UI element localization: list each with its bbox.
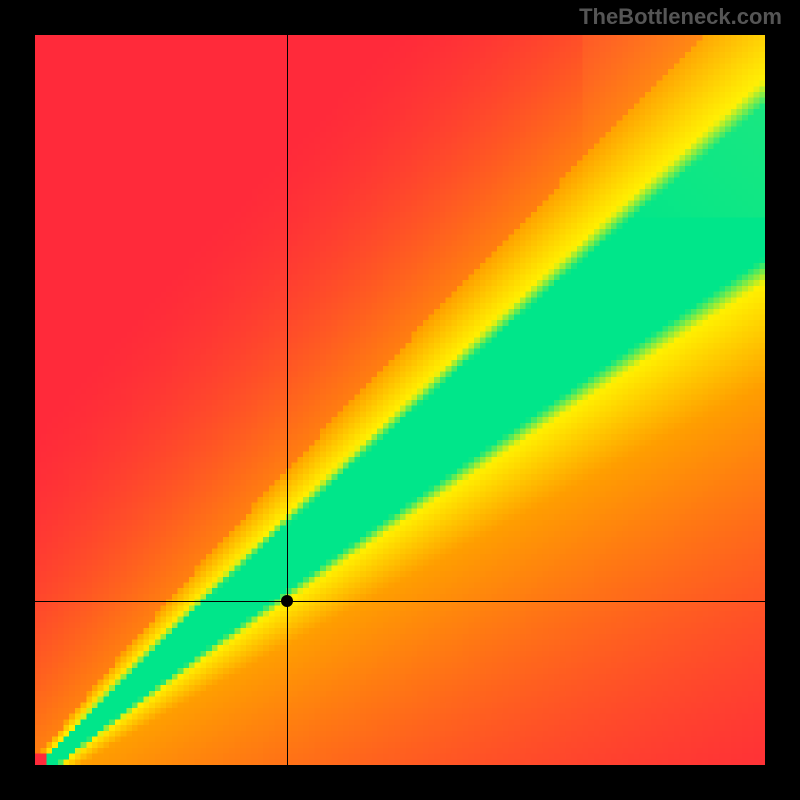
crosshair-marker <box>281 595 293 607</box>
crosshair-vertical <box>287 35 288 765</box>
heatmap-plot <box>35 35 765 765</box>
crosshair-horizontal <box>35 601 765 602</box>
watermark-text: TheBottleneck.com <box>579 4 782 30</box>
heatmap-canvas <box>35 35 765 765</box>
chart-container: TheBottleneck.com <box>0 0 800 800</box>
